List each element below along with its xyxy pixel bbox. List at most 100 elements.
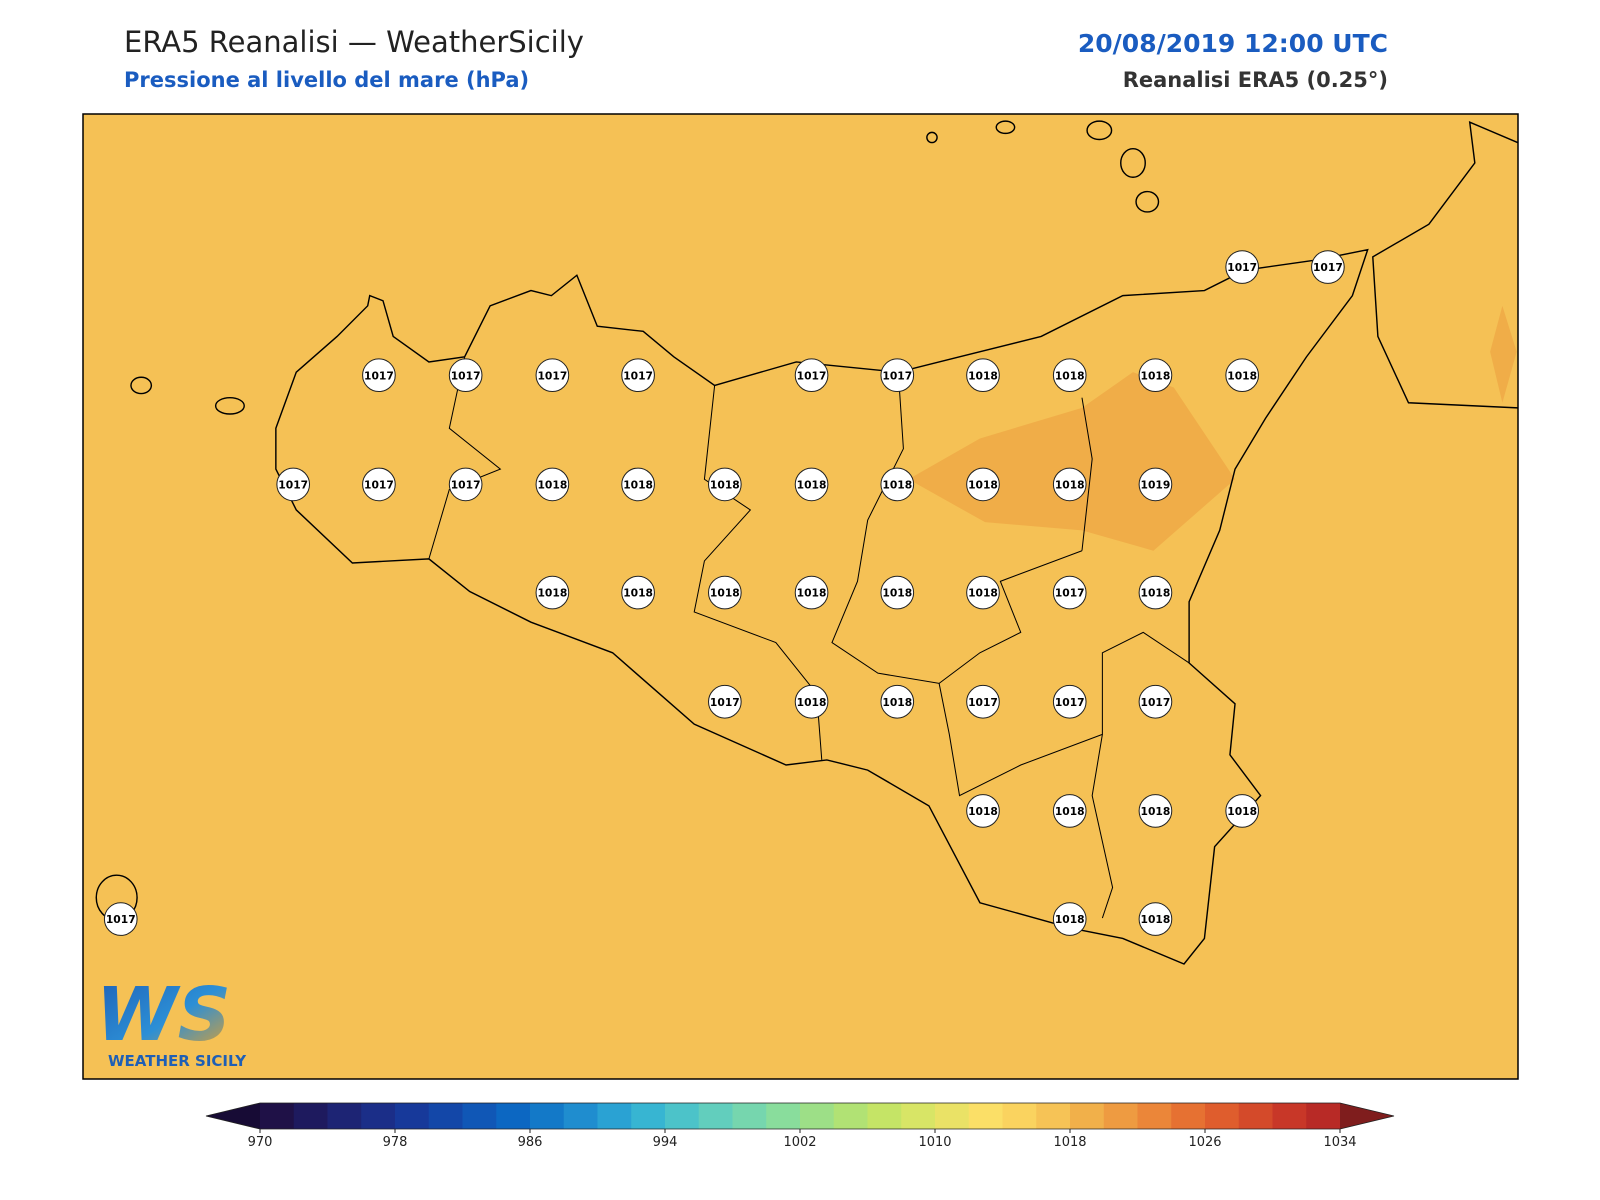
pressure-contour: [908, 372, 1236, 551]
station-marker: [1138, 684, 1173, 719]
station: 1017: [621, 358, 655, 393]
station-value: 1018: [1141, 587, 1171, 600]
station-marker: [794, 684, 829, 719]
station-value: 1018: [1141, 805, 1171, 818]
border: [938, 631, 1190, 797]
station-marker: [966, 684, 1000, 719]
station-value: 1017: [968, 696, 998, 709]
station-marker: [966, 575, 1000, 610]
station-value: 1017: [1055, 587, 1085, 600]
station: 1018: [1138, 358, 1173, 393]
colorbar-bin: [800, 1103, 835, 1129]
calabria-coast: [1372, 121, 1518, 409]
border: [1081, 397, 1093, 551]
station-value: 1018: [797, 587, 827, 600]
station-marker: [880, 467, 915, 502]
station-marker: [707, 467, 742, 502]
border: [428, 356, 502, 560]
colorbar-bin: [631, 1103, 666, 1129]
station-value: 1018: [797, 478, 827, 491]
station: 1018: [1052, 358, 1087, 393]
logo-mark: WS: [96, 972, 231, 1058]
colorbar-bin: [361, 1103, 396, 1129]
station: 1018: [1138, 794, 1173, 828]
station: 1017: [1138, 684, 1173, 719]
station-marker: [1138, 575, 1173, 610]
pressure-contour: [1490, 305, 1517, 403]
colorbar-bin: [732, 1103, 767, 1129]
station-marker: [1052, 794, 1087, 828]
station: 1018: [880, 575, 915, 610]
colorbar-bin: [901, 1103, 936, 1129]
station: 1018: [1052, 902, 1087, 936]
station-marker: [1225, 794, 1260, 828]
colorbar-tick-label: 1010: [918, 1135, 951, 1150]
colorbar-extend-high: [1340, 1103, 1394, 1129]
station: 1018: [880, 684, 915, 719]
station-marker: [1052, 575, 1087, 610]
station-value: 1018: [537, 478, 567, 491]
station: 1018: [1052, 794, 1087, 828]
station-value: 1017: [364, 369, 394, 382]
station-marker: [794, 575, 829, 610]
station-marker: [276, 467, 311, 502]
station: 1018: [966, 358, 1000, 393]
colorbar-bin: [293, 1103, 328, 1129]
station: 1017: [1052, 684, 1087, 719]
station-marker: [448, 467, 483, 502]
colorbar-extend-low: [206, 1103, 260, 1129]
station: 1017: [1311, 250, 1345, 284]
colorbar-bin: [867, 1103, 902, 1129]
colorbar-bin: [327, 1103, 362, 1129]
station-marker: [103, 902, 138, 936]
colorbar-bin: [530, 1103, 565, 1129]
colorbar-bin: [597, 1103, 632, 1129]
border: [1091, 734, 1114, 919]
colorbar-bin: [428, 1103, 463, 1129]
station-marker: [880, 358, 915, 393]
station: 1018: [794, 684, 829, 719]
station: 1018: [707, 575, 742, 610]
station: 1017: [448, 467, 483, 502]
source: Reanalisi ERA5 (0.25°): [1123, 68, 1388, 92]
station-value: 1017: [364, 478, 394, 491]
colorbar-bin: [698, 1103, 733, 1129]
station-marker: [707, 684, 742, 719]
station-value: 1017: [106, 913, 136, 926]
map-panel: 1017 1017 1017 1017 1017 1017 1017 1017 1018 1018…: [83, 114, 1518, 1080]
station-value: 1018: [710, 478, 740, 491]
station-value: 1018: [968, 587, 998, 600]
station-value: 1018: [882, 478, 912, 491]
station: 1018: [966, 575, 1000, 610]
sicily-coast: [275, 248, 1369, 965]
station-value: 1018: [1227, 369, 1257, 382]
station-value: 1017: [1227, 261, 1257, 274]
station-marker: [1052, 467, 1087, 502]
station-marker: [1225, 250, 1260, 284]
station: 1018: [880, 467, 915, 502]
colorbar-bin: [1137, 1103, 1172, 1129]
station-marker: [794, 467, 829, 502]
station-marker: [621, 467, 655, 502]
datetime: 20/08/2019 12:00 UTC: [1078, 29, 1388, 58]
station-marker: [621, 575, 655, 610]
station-marker: [535, 467, 570, 502]
station: 1017: [1225, 250, 1260, 284]
station-marker: [1052, 684, 1087, 719]
station: 1017: [362, 358, 396, 393]
station-value: 1018: [1055, 478, 1085, 491]
colorbar-bin: [1306, 1103, 1341, 1129]
station: 1017: [880, 358, 915, 393]
station-marker: [362, 467, 396, 502]
colorbar-tick-label: 1026: [1188, 1135, 1221, 1150]
island: [1086, 120, 1113, 141]
colorbar-bin: [665, 1103, 700, 1129]
station: 1018: [1225, 358, 1260, 393]
station: 1018: [535, 467, 570, 502]
station-marker: [966, 358, 1000, 393]
colorbar-tick-label: 1018: [1053, 1135, 1086, 1150]
colorbar-tick-label: 1002: [783, 1135, 816, 1150]
station: 1018: [794, 467, 829, 502]
logo-text: WEATHER SICILY: [108, 1052, 247, 1070]
coastline: [95, 120, 1518, 965]
